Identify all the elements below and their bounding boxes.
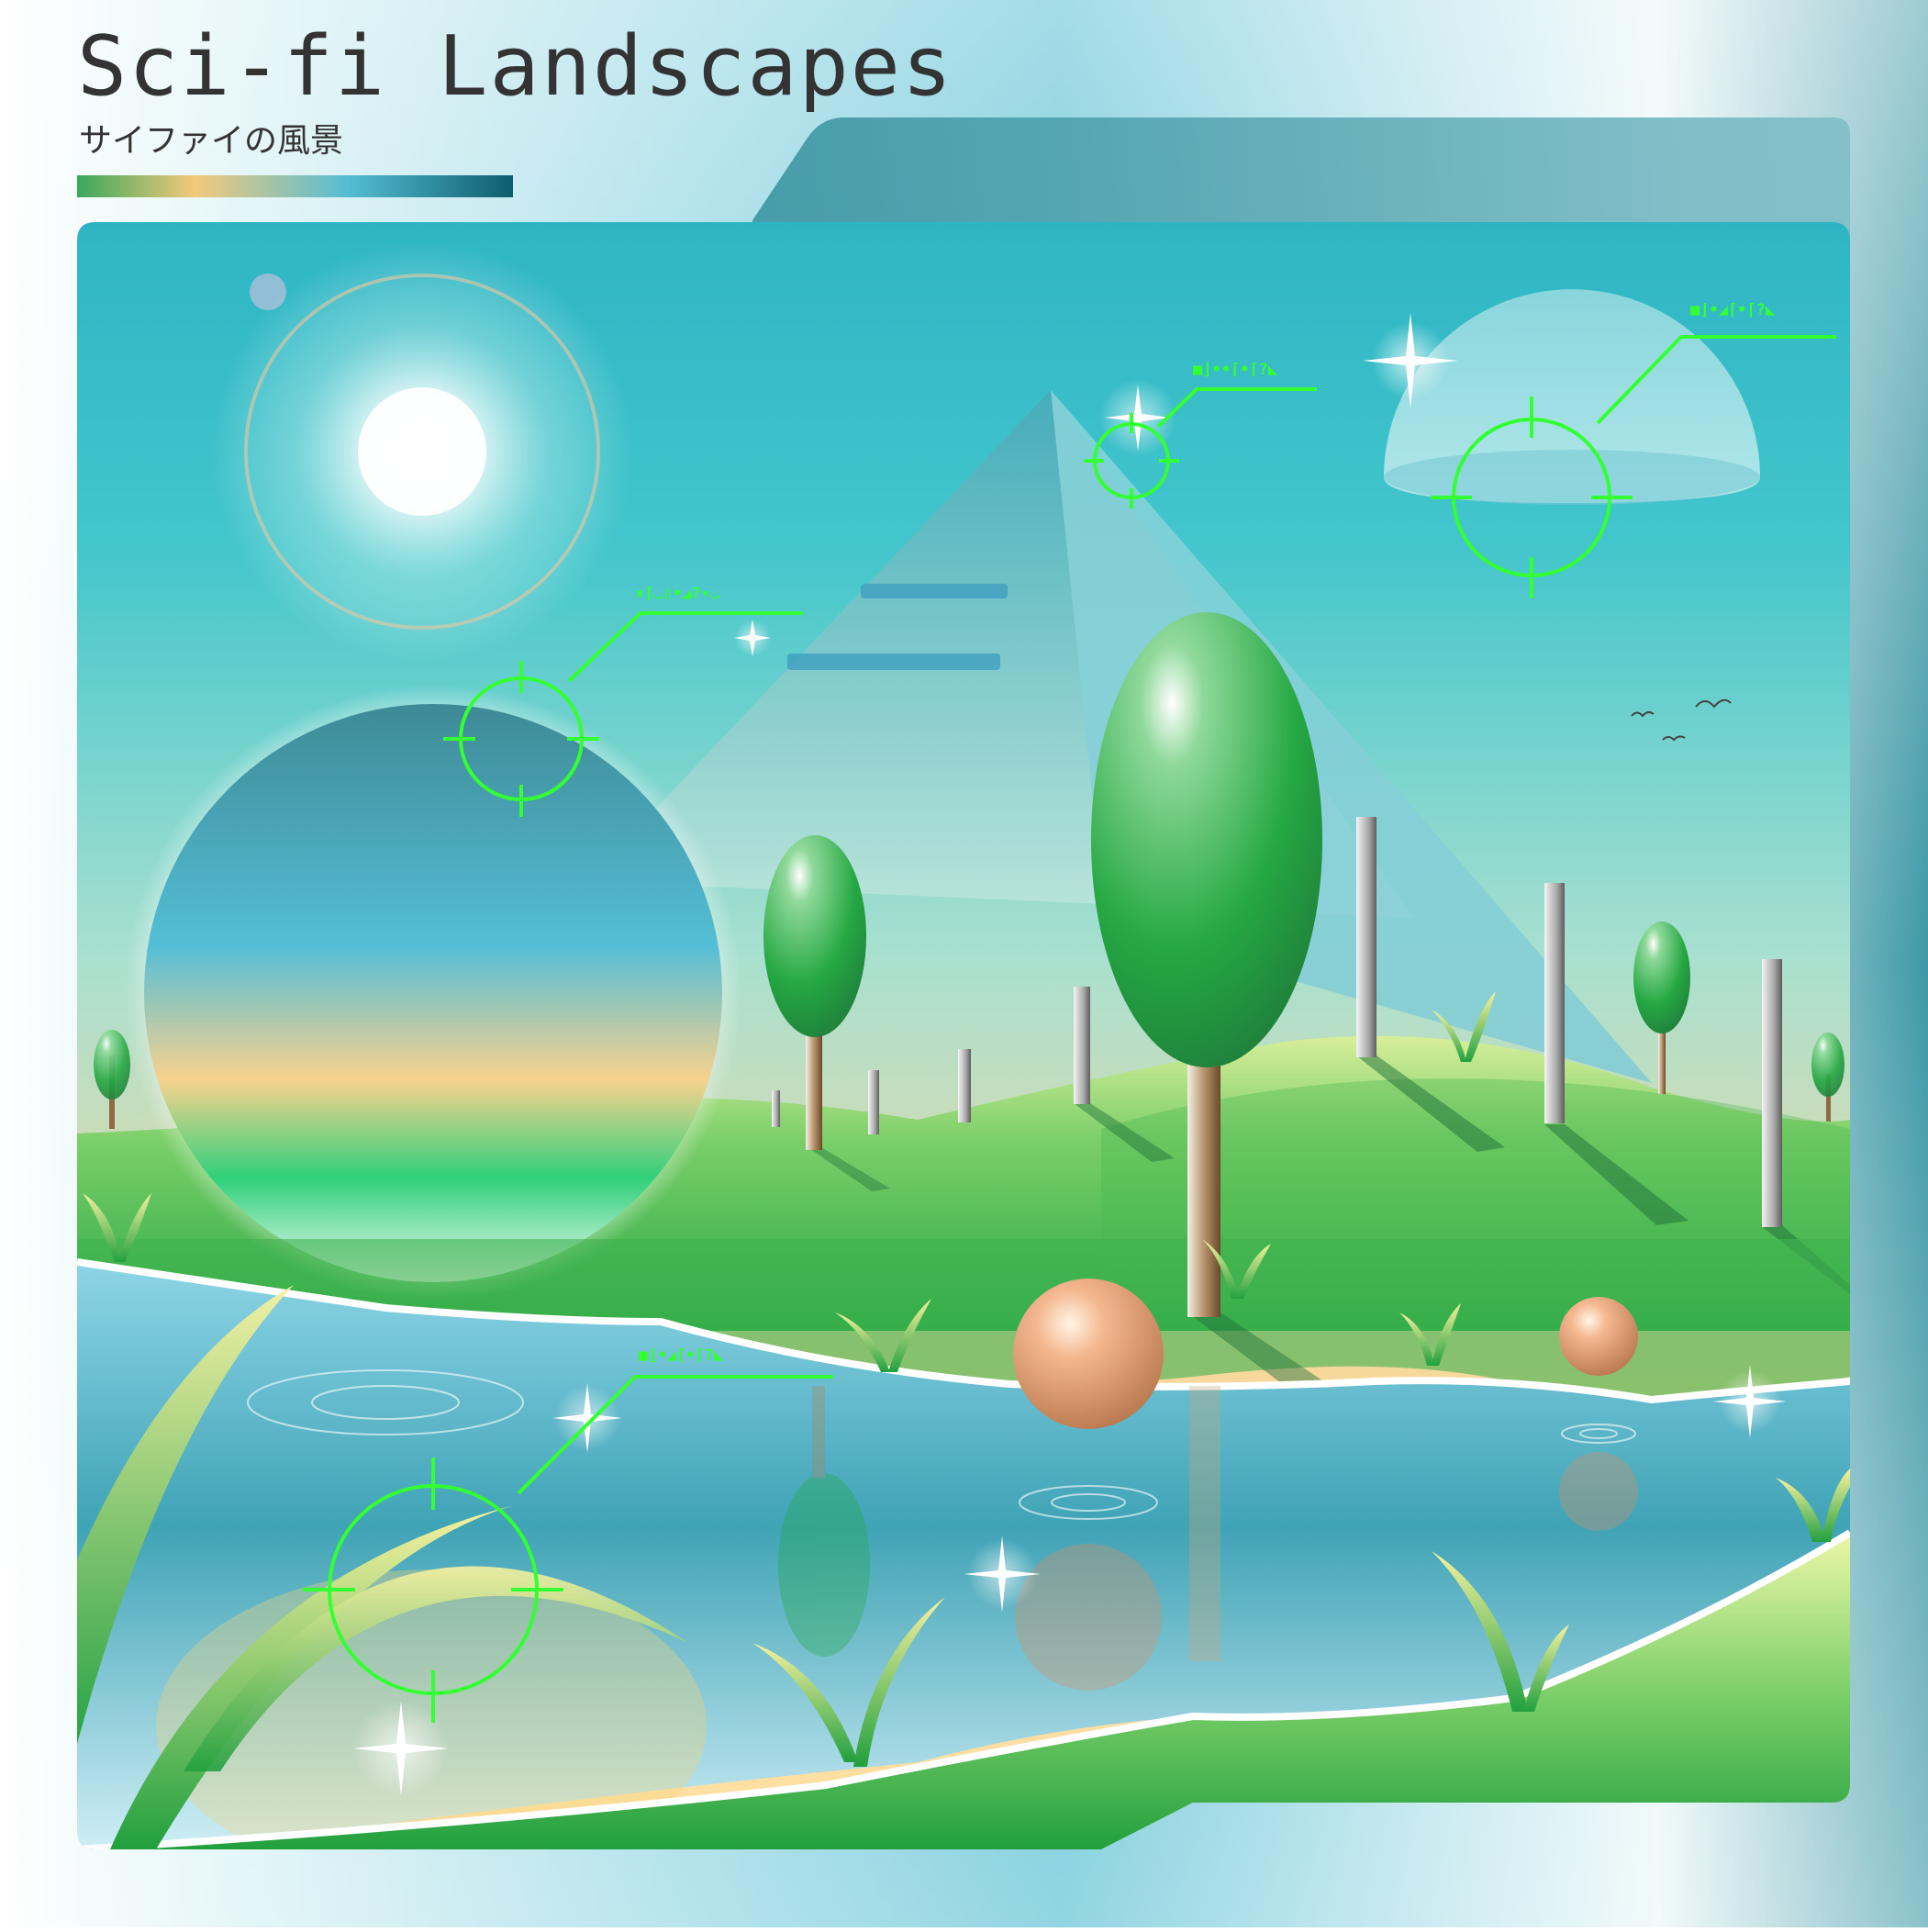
hud-overlays	[303, 335, 1836, 1723]
pillars	[772, 817, 1850, 1294]
header-tab	[752, 117, 1850, 240]
tree-right	[1633, 921, 1690, 1094]
portal-sphere	[125, 685, 741, 1301]
target-dome-label: ■⌋•◢⌈•⌈?◣	[1690, 301, 1776, 319]
sparkles	[353, 313, 1787, 1796]
birds	[1631, 698, 1732, 742]
tree-small	[763, 835, 890, 1191]
distant-tree-left	[94, 1030, 130, 1129]
target-dome	[1431, 335, 1836, 598]
floating-dome	[1384, 289, 1760, 505]
page-subtitle: サイファイの風景	[79, 122, 344, 160]
page-title: Sci-fi Landscapes	[77, 18, 954, 115]
target-pyramid-peak-label: ■⌋••⌈•⌈?◣	[1193, 361, 1278, 379]
grass-tufts	[83, 991, 1850, 1767]
distant-tree-right	[1811, 1033, 1844, 1129]
tree-large	[1091, 612, 1358, 1413]
ripples	[247, 1369, 1636, 1520]
target-pyramid-peak	[1084, 387, 1317, 508]
foreground-shore	[77, 1533, 1850, 1849]
target-portal-label: ×⌈◡▯•◢?▾◡	[635, 585, 720, 603]
orbs	[1013, 1279, 1638, 1429]
target-lake-label: ■⌋•◢⌈•⌈?◣	[639, 1346, 724, 1365]
sun	[211, 240, 633, 663]
accent-bar	[77, 175, 513, 197]
target-lake	[303, 1375, 833, 1723]
grass-blades	[77, 1285, 688, 1849]
target-portal	[443, 611, 803, 817]
